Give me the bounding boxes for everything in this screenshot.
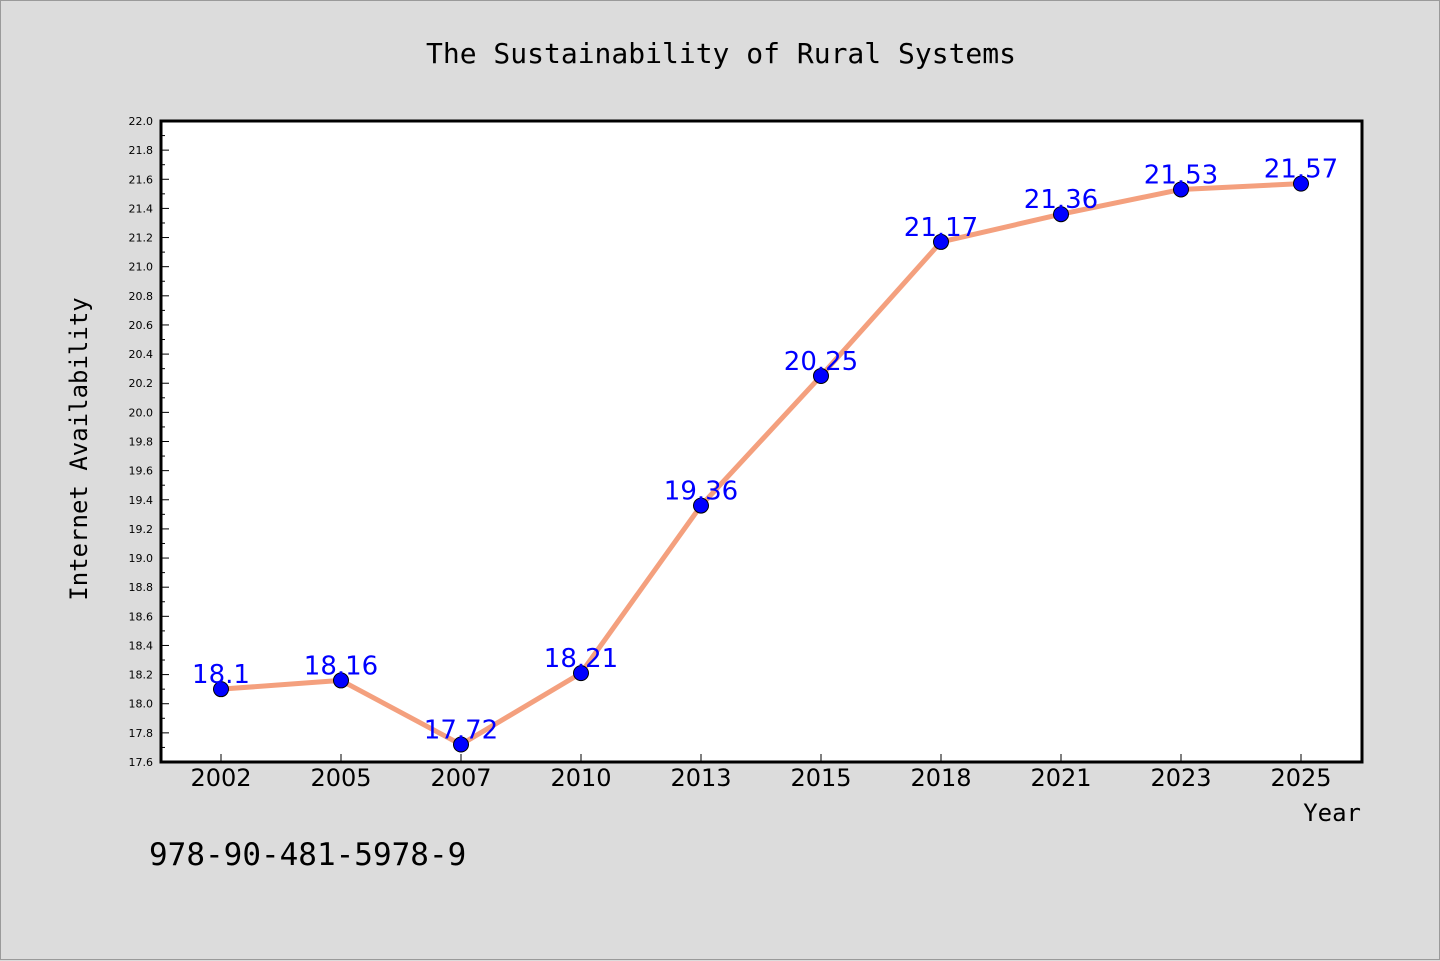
y-tick-label: 19.2 [129, 523, 154, 536]
data-point [1293, 175, 1309, 192]
y-tick-label: 20.6 [129, 319, 154, 332]
x-tick-label: 2023 [1150, 764, 1211, 792]
data-point [933, 233, 949, 250]
data-point [693, 497, 709, 514]
y-tick-label: 20.2 [129, 377, 154, 390]
x-tick-label: 2018 [910, 764, 971, 792]
y-tick-label: 18.8 [129, 581, 154, 594]
data-label: 20.25 [784, 347, 858, 377]
data-point [333, 672, 349, 689]
chart-title: The Sustainability of Rural Systems [426, 37, 1016, 70]
data-label: 21.36 [1024, 185, 1098, 215]
y-tick-label: 21.8 [129, 144, 154, 157]
series-line [218, 181, 1304, 748]
data-point [813, 367, 829, 384]
x-tick-label: 2010 [550, 764, 611, 792]
x-tick-label: 2005 [310, 764, 371, 792]
data-point [573, 665, 589, 682]
y-tick-label: 20.8 [129, 290, 154, 303]
y-tick-label: 19.0 [129, 552, 154, 565]
x-tick-label: 2025 [1270, 764, 1331, 792]
y-tick-label: 19.6 [129, 465, 154, 478]
data-label: 17.72 [424, 716, 498, 746]
data-series: 18.1 18.16 17.72 18.21 19.36 20.25 21.17 21.36 2… [192, 155, 1338, 753]
y-tick-label: 20.0 [129, 406, 154, 419]
x-tick-label: 2015 [790, 764, 851, 792]
y-tick-label: 19.4 [129, 494, 154, 507]
data-point [1173, 181, 1189, 198]
y-tick-label: 18.4 [129, 639, 154, 652]
y-tick-label: 21.6 [129, 173, 154, 186]
data-label: 21.53 [1144, 160, 1218, 190]
data-label: 21.57 [1264, 155, 1338, 185]
y-tick-label: 19.8 [129, 436, 154, 449]
data-label: 18.1 [192, 660, 250, 690]
y-tick-label: 18.0 [129, 698, 154, 711]
y-tick-label: 20.4 [129, 348, 154, 361]
y-tick-label: 17.6 [129, 756, 154, 769]
data-point [213, 681, 229, 698]
y-tick-label: 21.2 [129, 232, 154, 245]
x-tick-label: 2007 [430, 764, 491, 792]
data-label: 21.17 [904, 213, 978, 243]
data-label: 18.21 [544, 644, 618, 674]
data-point [1053, 206, 1069, 223]
data-label: 18.16 [304, 651, 378, 681]
data-label: 19.36 [664, 477, 738, 507]
y-tick-label: 21.4 [129, 202, 154, 215]
y-tick-label: 17.8 [129, 727, 154, 740]
x-tick-label: 2013 [670, 764, 731, 792]
x-tick-label: 2002 [190, 764, 251, 792]
data-point [453, 736, 469, 753]
y-tick-label: 21.0 [129, 261, 154, 274]
x-axis: 2002 2005 2007 2010 2013 2015 2018 2021 2023 2025 [190, 754, 1332, 792]
x-axis-label: Year [1303, 799, 1361, 827]
x-tick-label: 2021 [1030, 764, 1091, 792]
y-axis-label: Internet Availability [65, 297, 93, 600]
y-tick-label: 18.6 [129, 610, 154, 623]
footer-code: 978-90-481-5978-9 [149, 837, 466, 873]
y-tick-label: 18.2 [129, 669, 154, 682]
y-axis: 17.6 17.8 18.0 18.2 18.4 18.6 18.8 19.0 19.2 19.4… [129, 115, 169, 769]
y-tick-label: 22.0 [129, 115, 154, 128]
